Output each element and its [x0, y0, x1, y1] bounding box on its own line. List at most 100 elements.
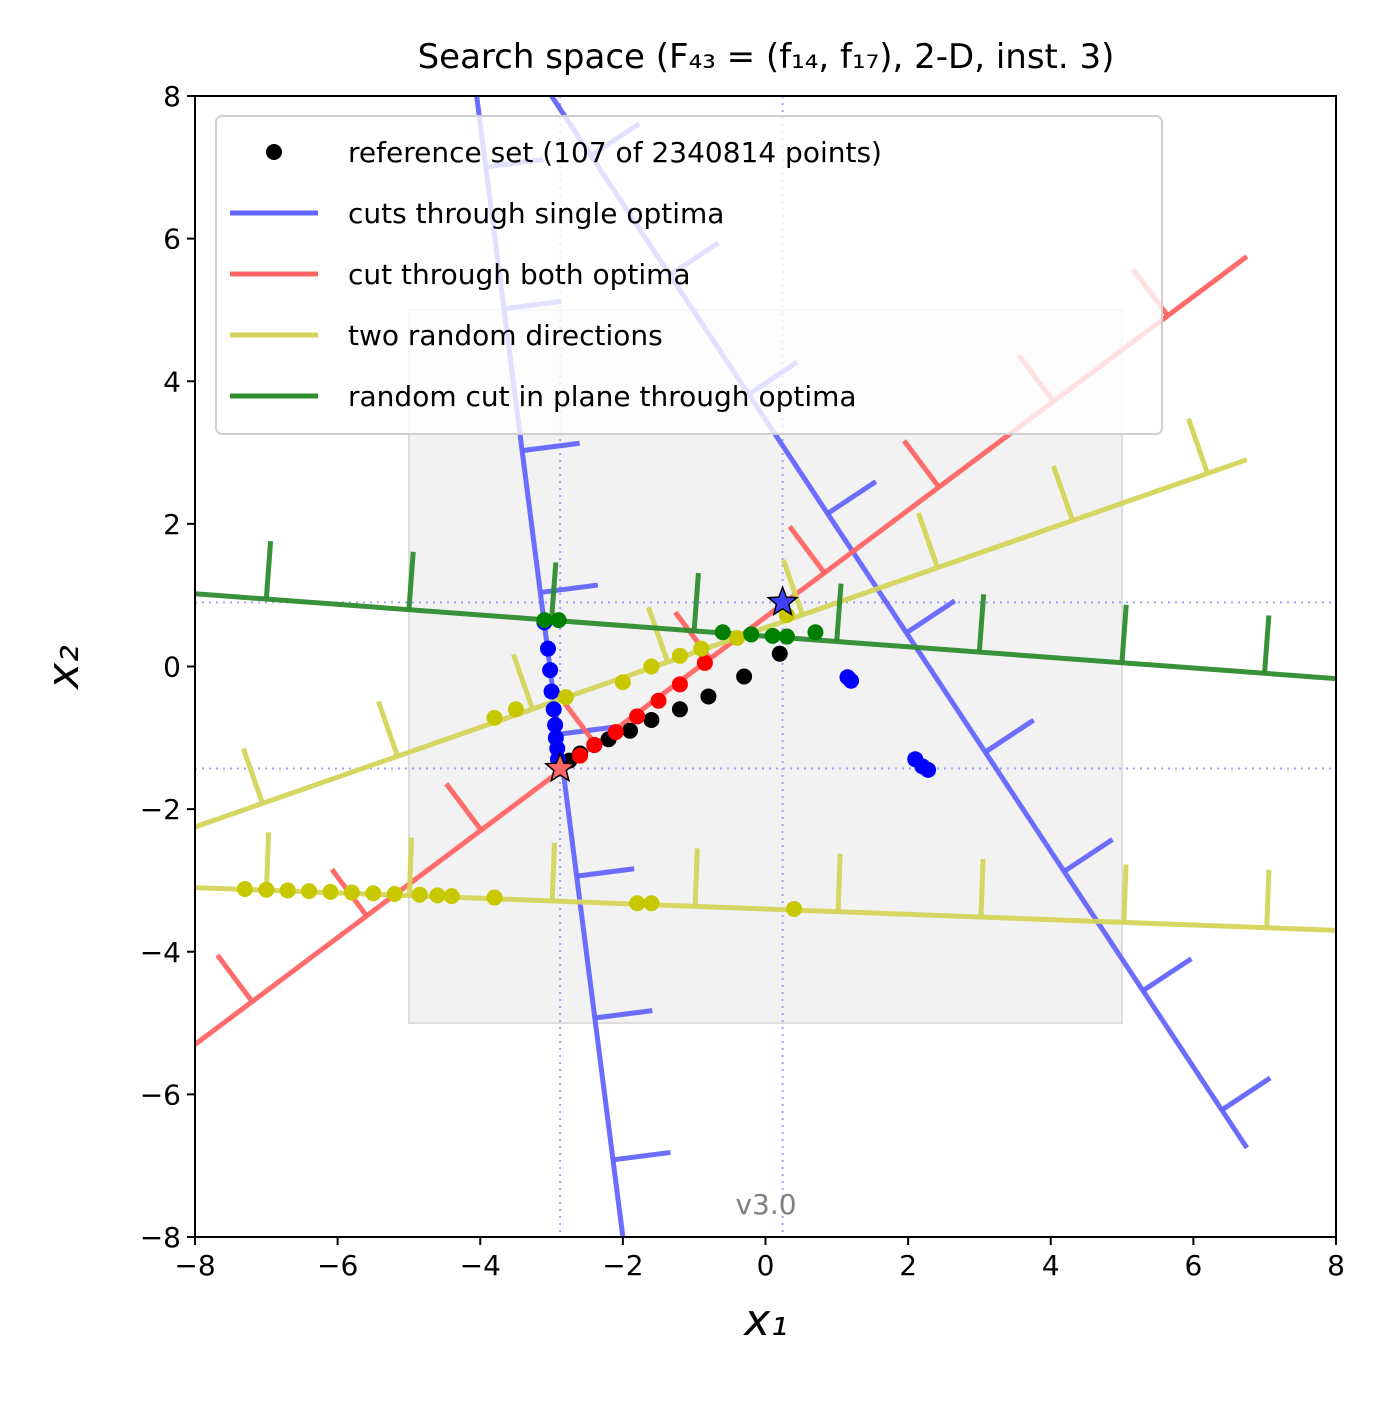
point-1-5 [586, 736, 603, 753]
x-tick-label: 6 [1184, 1249, 1202, 1282]
point-3-19 [671, 647, 688, 664]
cut-tick-2-1 [1121, 864, 1129, 923]
cut-tick-1-0 [558, 696, 598, 746]
cut-tick-2-1 [549, 842, 557, 902]
cut-tick-2-1 [692, 848, 700, 907]
point-3-12 [629, 895, 646, 912]
cut-tick-0-1 [983, 718, 1036, 755]
point-3-4 [322, 883, 339, 900]
cut-tick-3-0 [691, 572, 701, 632]
cut-tick-1-0 [215, 953, 255, 1004]
point-1-2 [650, 692, 667, 709]
cut-tick-1-0 [902, 439, 941, 489]
legend-marker-0 [266, 144, 282, 160]
cut-tick-0-0 [594, 1008, 653, 1021]
version-label: v3.0 [735, 1188, 796, 1221]
y-tick-label: −8 [140, 1221, 181, 1254]
cut-tick-3-0 [549, 562, 559, 621]
x-tick-label: 4 [1042, 1249, 1060, 1282]
cut-tick-0-0 [612, 1149, 671, 1163]
cut-tick-2-0 [781, 559, 805, 616]
cut-tick-2-1 [978, 858, 986, 918]
legend-label-4: random cut in plane through optima [348, 380, 857, 413]
point-4-1 [550, 612, 567, 629]
legend-label-3: two random directions [348, 319, 663, 352]
point-3-23 [786, 900, 803, 917]
cut-tick-0-1 [1220, 1075, 1272, 1113]
point-3-11 [486, 889, 503, 906]
point-3-20 [693, 640, 710, 657]
cut-line-2-1 [195, 885, 1336, 933]
point-3-9 [429, 887, 446, 904]
point-2-3 [543, 683, 560, 700]
cut-tick-3-0 [1262, 615, 1272, 674]
cut-tick-0-1 [826, 479, 878, 516]
point-4-5 [764, 627, 781, 644]
point-1-1 [671, 676, 688, 693]
cut-tick-2-0 [1186, 417, 1210, 475]
point-4-2 [807, 624, 824, 641]
point-3-16 [486, 709, 503, 726]
x-axis-ticks: −8 −6 −4 −2 0 2 4 6 8 [174, 1237, 1345, 1282]
legend-box [215, 115, 1163, 435]
cut-tick-3-0 [263, 541, 274, 600]
cut-tick-2-1 [1264, 869, 1272, 928]
x-tick-label: 2 [899, 1249, 917, 1282]
legend-label-0: reference set (107 of 2340814 points) [348, 136, 882, 169]
optimum-star-0 [543, 751, 577, 783]
cut-tick-0-1 [1062, 837, 1114, 874]
point-3-2 [279, 882, 296, 899]
point-3-0 [236, 880, 253, 897]
optimum-star-1 [766, 585, 799, 617]
cut-tick-0-0 [521, 440, 580, 454]
point-1-3 [629, 708, 646, 725]
cut-tick-2-0 [241, 747, 265, 805]
point-4-4 [743, 626, 760, 643]
cut-tick-3-0 [834, 583, 844, 642]
point-3-5 [343, 884, 360, 901]
legend-label-1: cuts through single optima [348, 197, 724, 230]
y-tick-label: 4 [163, 365, 181, 398]
point-0-0 [771, 645, 788, 662]
point-1-0 [696, 654, 713, 671]
y-axis-label: x₂ [38, 645, 89, 691]
point-1-6 [572, 747, 589, 764]
point-3-21 [728, 629, 745, 646]
x-tick-label: −6 [317, 1249, 358, 1282]
x-tick-label: −8 [174, 1249, 215, 1282]
point-3-7 [386, 885, 403, 902]
point-3-8 [411, 886, 428, 903]
y-axis-ticks: −8 −6 −4 −2 0 2 4 6 8 [140, 80, 195, 1254]
cut-tick-2-1 [835, 853, 843, 912]
point-0-2 [700, 688, 717, 705]
legend-label-2: cut through both optima [348, 258, 691, 291]
point-3-3 [301, 883, 318, 900]
x-tick-label: 0 [757, 1249, 775, 1282]
point-0-1 [736, 668, 753, 685]
y-tick-label: −2 [140, 793, 181, 826]
point-2-1 [539, 640, 556, 657]
y-tick-label: −6 [140, 1078, 181, 1111]
point-3-6 [365, 885, 382, 902]
cut-tick-3-0 [1119, 604, 1129, 663]
point-3-14 [557, 689, 574, 706]
y-tick-label: 6 [163, 223, 181, 256]
y-tick-label: 8 [163, 80, 181, 113]
cut-tick-1-0 [787, 524, 827, 575]
x-tick-label: −2 [602, 1249, 643, 1282]
point-2-13 [920, 761, 937, 778]
point-3-18 [643, 658, 660, 675]
point-3-17 [614, 674, 631, 691]
cut-tick-2-0 [1051, 464, 1075, 522]
point-0-5 [622, 722, 639, 739]
cut-tick-0-1 [905, 598, 957, 635]
cut-tick-1-0 [444, 782, 484, 832]
cut-tick-2-0 [511, 653, 535, 710]
cut-tick-2-0 [916, 512, 940, 569]
point-4-0 [536, 612, 553, 629]
point-4-3 [714, 624, 731, 641]
cut-tick-0-1 [1141, 956, 1193, 993]
cut-tick-0-0 [576, 866, 635, 879]
point-3-15 [507, 701, 524, 718]
